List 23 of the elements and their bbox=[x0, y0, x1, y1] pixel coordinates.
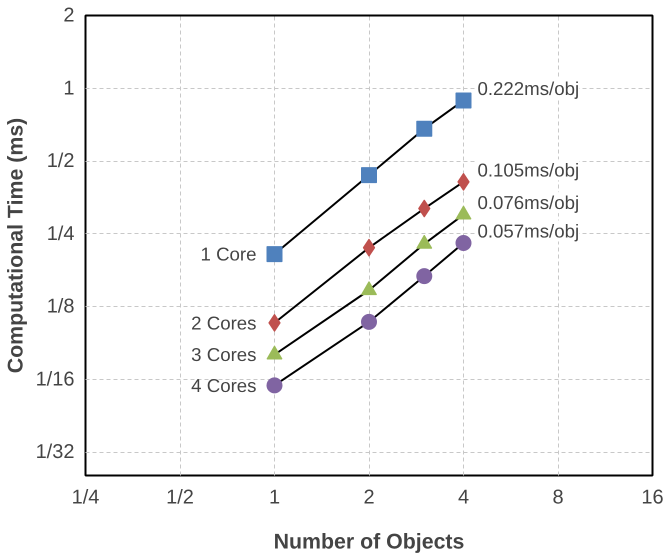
x-tick-label: 1 bbox=[268, 486, 280, 508]
x-tick-label: 1/2 bbox=[166, 486, 194, 508]
y-tick-label: 1/4 bbox=[46, 222, 75, 245]
annotation: 0.057ms/obj bbox=[478, 220, 580, 242]
x-axis-title: Number of Objects bbox=[274, 530, 464, 554]
x-tick-label: 16 bbox=[641, 486, 664, 508]
series-label: 3 Cores bbox=[191, 344, 257, 366]
series-label: 2 Cores bbox=[191, 312, 257, 334]
y-axis-title: Computational Time (ms) bbox=[4, 118, 28, 374]
y-tick-label: 2 bbox=[63, 4, 74, 26]
y-tick-label: 1/2 bbox=[46, 150, 75, 172]
annotation: 0.105ms/obj bbox=[478, 159, 580, 180]
y-tick-label: 1 bbox=[63, 77, 74, 100]
x-tick-label: 4 bbox=[458, 486, 470, 508]
x-tick-label: 8 bbox=[552, 486, 564, 508]
y-tick-label: 1/16 bbox=[36, 368, 75, 390]
series-label: 4 Cores bbox=[191, 374, 257, 396]
y-tick-label: 1/32 bbox=[36, 441, 75, 464]
annotation: 0.222ms/obj bbox=[478, 78, 580, 99]
x-tick-label: 2 bbox=[363, 486, 375, 508]
y-tick-label: 1/8 bbox=[46, 296, 75, 318]
annotation: 0.076ms/obj bbox=[478, 192, 580, 214]
series-label: 1 Core bbox=[200, 244, 257, 265]
